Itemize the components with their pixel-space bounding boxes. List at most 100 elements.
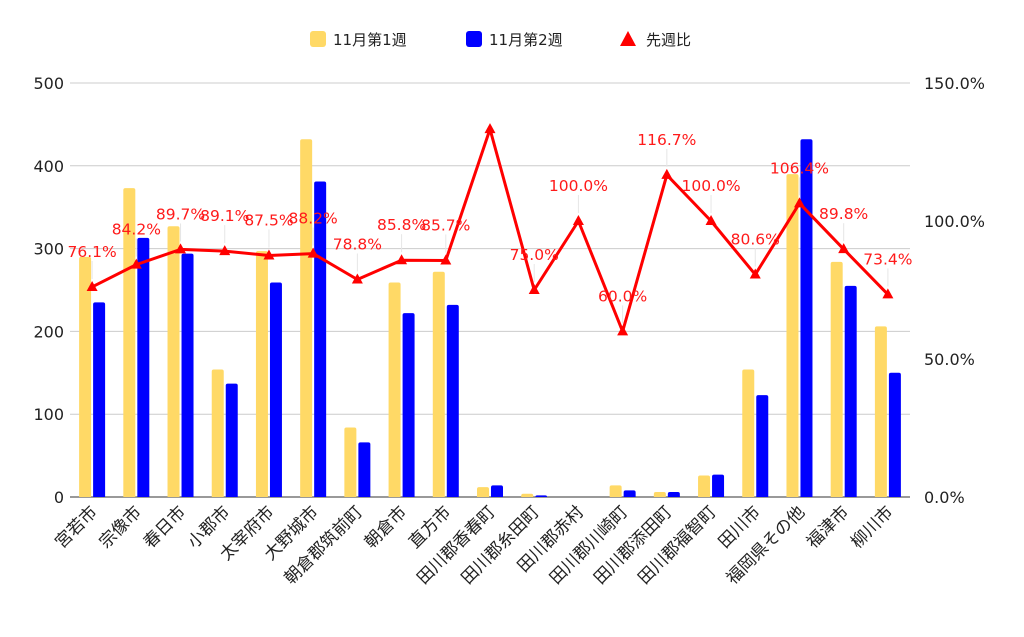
triangle-marker bbox=[263, 249, 275, 260]
data-label: 89.1% bbox=[200, 207, 249, 225]
triangle-marker bbox=[130, 258, 142, 269]
data-label: 87.5% bbox=[244, 212, 293, 230]
y-tick-label: 300 bbox=[33, 240, 64, 259]
legend-swatch bbox=[310, 31, 326, 47]
bar bbox=[874, 326, 887, 497]
data-label: 106.4% bbox=[770, 159, 829, 177]
triangle-marker bbox=[528, 284, 540, 294]
bar bbox=[300, 139, 313, 497]
bar bbox=[623, 490, 636, 497]
legend-label: 11月第1週 bbox=[333, 31, 407, 49]
data-label: 85.7% bbox=[421, 216, 470, 234]
bar bbox=[93, 302, 106, 497]
bar bbox=[653, 492, 666, 497]
bar bbox=[888, 372, 901, 497]
triangle-marker bbox=[484, 123, 496, 134]
bar bbox=[255, 251, 268, 497]
y-tick-label: 100 bbox=[33, 405, 64, 424]
bar bbox=[712, 474, 725, 497]
triangle-marker bbox=[219, 245, 231, 256]
triangle-marker bbox=[661, 168, 673, 179]
y-axis-right: 0.0% 50.0% 100.0% 150.0% bbox=[924, 74, 985, 507]
gridlines bbox=[70, 82, 910, 498]
data-label: 100.0% bbox=[549, 177, 608, 195]
data-label: 76.1% bbox=[67, 243, 116, 261]
x-tick-label: 宮若市 bbox=[51, 502, 101, 552]
triangle-marker bbox=[749, 268, 761, 279]
x-axis: 宮若市宗像市春日市小郡市太宰府市大野城市朝倉郡筑前町朝倉市直方市田川郡香春町田川… bbox=[51, 502, 897, 588]
data-labels: 76.1% 84.2%89.7%89.1%87.5%88.2% 78.8% 85.8%… bbox=[67, 131, 913, 324]
bar bbox=[535, 495, 548, 498]
bar bbox=[79, 256, 92, 497]
x-tick-label: 朝倉市 bbox=[361, 502, 411, 552]
bar bbox=[344, 427, 357, 497]
bar bbox=[446, 304, 459, 497]
data-label: 60.0% bbox=[598, 287, 647, 305]
triangle-marker bbox=[86, 280, 98, 291]
y2-tick-label: 0.0% bbox=[924, 488, 965, 507]
y-tick-label: 400 bbox=[33, 157, 64, 176]
x-tick-label: 福津市 bbox=[803, 502, 853, 552]
data-label: 85.8% bbox=[377, 216, 426, 234]
x-tick-label: 宗像市 bbox=[96, 502, 146, 552]
triangle-marker bbox=[307, 247, 319, 258]
data-label: 89.8% bbox=[819, 205, 868, 223]
triangle-marker bbox=[351, 273, 363, 284]
triangle-marker bbox=[882, 288, 894, 299]
triangle-marker bbox=[175, 243, 187, 254]
triangle-marker bbox=[617, 325, 629, 336]
legend-swatch bbox=[620, 31, 636, 46]
bar-series bbox=[79, 139, 901, 498]
data-label: 116.7% bbox=[637, 131, 696, 149]
legend-label: 先週比 bbox=[646, 31, 691, 49]
bar bbox=[269, 282, 282, 497]
bar bbox=[667, 492, 680, 497]
triangle-marker bbox=[838, 243, 850, 254]
legend: 11月第1週 11月第2週 先週比 bbox=[310, 31, 691, 49]
y-axis-left: 0 100 200 300 400 500 bbox=[33, 74, 64, 507]
bar bbox=[742, 369, 755, 497]
triangle-marker bbox=[793, 197, 805, 208]
legend-swatch bbox=[466, 31, 482, 47]
data-label: 80.6% bbox=[731, 231, 780, 249]
triangle-marker bbox=[572, 215, 584, 225]
bar bbox=[756, 395, 769, 497]
y2-tick-label: 150.0% bbox=[924, 74, 985, 93]
data-label: 84.2% bbox=[112, 221, 161, 239]
bar bbox=[225, 383, 238, 497]
bar bbox=[167, 226, 180, 497]
bar bbox=[477, 487, 489, 497]
y2-tick-label: 50.0% bbox=[924, 350, 975, 369]
data-label: 89.7% bbox=[156, 205, 205, 223]
bar bbox=[786, 174, 799, 497]
bar bbox=[314, 181, 327, 498]
bar bbox=[800, 139, 813, 497]
bar bbox=[137, 237, 150, 497]
bar bbox=[844, 285, 857, 497]
bar bbox=[609, 485, 622, 497]
y-tick-label: 200 bbox=[33, 322, 64, 341]
bar bbox=[388, 282, 401, 497]
x-tick-label: 春日市 bbox=[140, 502, 190, 552]
x-tick-label: 柳川市 bbox=[847, 502, 897, 552]
bar bbox=[830, 261, 843, 497]
bar bbox=[491, 485, 503, 497]
bar bbox=[211, 369, 224, 497]
y-tick-label: 0 bbox=[54, 488, 64, 507]
data-label: 75.0% bbox=[510, 246, 559, 264]
bar bbox=[402, 313, 415, 497]
bar bbox=[181, 253, 194, 497]
triangle-marker bbox=[440, 254, 452, 265]
bar bbox=[521, 493, 534, 497]
data-label: 88.2% bbox=[289, 210, 338, 228]
y-tick-label: 500 bbox=[33, 74, 64, 93]
data-label: 73.4% bbox=[863, 250, 912, 268]
data-label: 100.0% bbox=[681, 177, 740, 195]
bar bbox=[358, 442, 371, 497]
line-series bbox=[86, 123, 894, 336]
y2-tick-label: 100.0% bbox=[924, 212, 985, 231]
data-label: 78.8% bbox=[333, 236, 382, 254]
triangle-marker bbox=[396, 254, 408, 265]
